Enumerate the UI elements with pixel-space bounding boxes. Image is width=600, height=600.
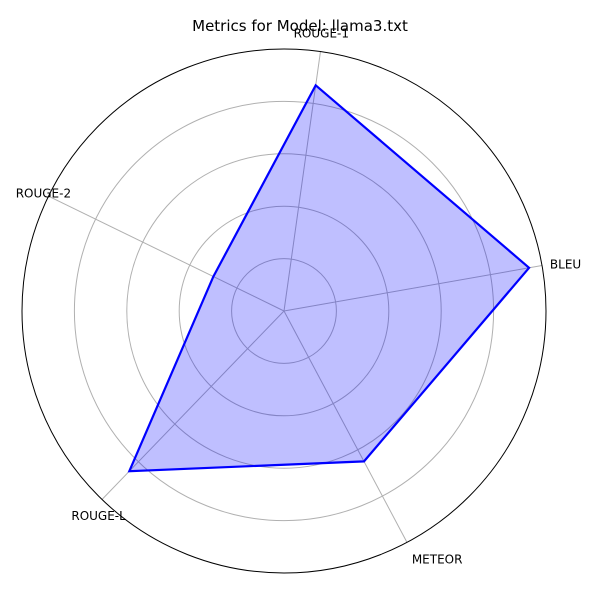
axis-label-meteor: METEOR [412, 553, 463, 567]
grid-circle [231, 258, 337, 364]
axis-label-rouge-l: ROUGE-L [71, 509, 126, 523]
spoke-rouge-1 [283, 51, 321, 312]
polar-frame [21, 48, 547, 574]
axis-labels: BLEU ROUGE-1 ROUGE-2 ROUGE-L METEOR [16, 27, 582, 567]
grid-circle [126, 153, 442, 469]
series-area [129, 85, 530, 472]
chart-title: Metrics for Model: llama3.txt [192, 17, 408, 35]
axis-label-bleu: BLEU [550, 257, 581, 271]
angular-spokes [48, 51, 543, 543]
grid-circle [178, 205, 390, 417]
axis-label-rouge-1: ROUGE-1 [294, 27, 349, 41]
spoke-bleu [283, 265, 543, 312]
series-line [127, 83, 531, 473]
spoke-rouge-l [101, 310, 285, 500]
spoke-meteor [283, 310, 408, 543]
axis-label-rouge-2: ROUGE-2 [16, 187, 71, 201]
spoke-rouge-2 [48, 195, 285, 312]
